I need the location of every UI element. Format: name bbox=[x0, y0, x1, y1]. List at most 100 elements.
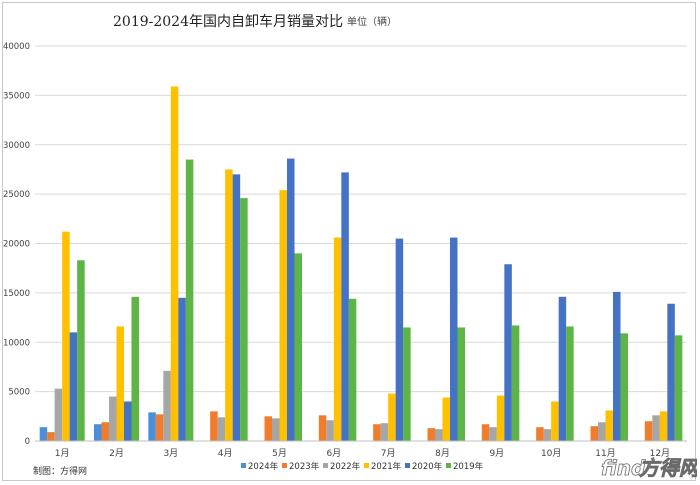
bar bbox=[348, 298, 357, 441]
bar bbox=[131, 296, 139, 441]
watermark-name: 方得网 bbox=[639, 456, 697, 480]
bar bbox=[287, 158, 295, 441]
legend-swatch bbox=[282, 463, 287, 468]
bar bbox=[109, 396, 117, 441]
bar bbox=[388, 393, 396, 441]
chart-unit-note: 单位（辆） bbox=[347, 15, 397, 28]
x-tick-label: 10月 bbox=[541, 448, 561, 459]
legend-label: 2023年 bbox=[289, 461, 320, 472]
watermark-find: find bbox=[601, 456, 646, 480]
bar bbox=[427, 428, 435, 441]
bar bbox=[217, 417, 226, 441]
bar bbox=[667, 303, 675, 441]
bar bbox=[496, 395, 505, 441]
bar bbox=[185, 159, 194, 441]
bar bbox=[450, 237, 458, 441]
bar bbox=[380, 423, 389, 441]
bar bbox=[69, 332, 78, 441]
bar bbox=[39, 427, 48, 441]
bar bbox=[264, 416, 272, 441]
chart-title: 2019-2024年国内自卸车月销量对比 bbox=[113, 13, 343, 30]
x-tick-label: 11月 bbox=[595, 448, 615, 459]
bar bbox=[511, 325, 520, 441]
y-tick-label: 20000 bbox=[3, 240, 30, 250]
y-tick-label: 25000 bbox=[3, 190, 30, 200]
legend-label: 2020年 bbox=[412, 461, 443, 472]
bar bbox=[294, 253, 302, 441]
bar bbox=[543, 429, 552, 441]
legend-swatch bbox=[241, 463, 246, 468]
legend-label: 2019年 bbox=[453, 461, 484, 472]
bar bbox=[272, 418, 280, 441]
x-tick-label: 8月 bbox=[435, 448, 450, 459]
x-tick-label: 9月 bbox=[489, 448, 504, 459]
bar bbox=[116, 326, 124, 441]
bar bbox=[318, 415, 327, 441]
y-tick-label: 10000 bbox=[3, 338, 30, 348]
bar bbox=[457, 327, 465, 441]
legend-label: 2024年 bbox=[248, 461, 279, 472]
bar bbox=[598, 422, 606, 441]
bar bbox=[178, 297, 186, 441]
y-tick-label: 35000 bbox=[3, 91, 30, 101]
bar bbox=[279, 190, 287, 441]
bar-chart: 2019-2024年国内自卸车月销量对比 单位（辆） 0 5000 10000 150… bbox=[3, 13, 697, 481]
x-tick-label: 2月 bbox=[109, 448, 124, 459]
bar bbox=[373, 424, 381, 441]
bar bbox=[326, 420, 334, 441]
x-tick-label: 5月 bbox=[272, 448, 287, 459]
bar bbox=[341, 172, 349, 441]
legend-swatch bbox=[364, 463, 369, 468]
bar bbox=[674, 335, 683, 441]
legend-label: 2021年 bbox=[371, 461, 402, 472]
legend-swatch bbox=[323, 463, 328, 468]
bar bbox=[232, 174, 241, 441]
bar bbox=[659, 411, 668, 441]
y-tick-label: 30000 bbox=[3, 141, 30, 151]
bar bbox=[551, 401, 559, 441]
bar bbox=[77, 260, 85, 441]
source-note: 制图：方得网 bbox=[33, 465, 87, 477]
watermark-logo: find 方得网 bbox=[601, 456, 697, 481]
y-tick-label: 5000 bbox=[8, 388, 30, 398]
x-tick-label: 1月 bbox=[55, 448, 70, 459]
bar bbox=[124, 401, 132, 441]
bar bbox=[644, 421, 653, 441]
bar bbox=[536, 427, 544, 441]
bar bbox=[590, 426, 598, 441]
bar bbox=[481, 424, 490, 441]
bar bbox=[170, 86, 179, 442]
bar bbox=[605, 410, 613, 441]
bar bbox=[558, 296, 567, 441]
bar bbox=[240, 198, 248, 441]
bar bbox=[333, 237, 342, 441]
bar bbox=[435, 429, 443, 441]
gridlines bbox=[35, 45, 687, 442]
bar bbox=[225, 169, 233, 441]
bar bbox=[613, 291, 621, 441]
bar bbox=[210, 411, 218, 441]
bar bbox=[54, 388, 63, 441]
y-tick-label: 0 bbox=[25, 437, 30, 447]
legend-swatch bbox=[405, 463, 410, 468]
y-tick-label: 40000 bbox=[3, 42, 30, 52]
bar bbox=[163, 370, 171, 441]
x-axis: 1月 2月 3月 4月 5月 6月 7月 8月 9月 10月 11月 12月 bbox=[35, 440, 687, 459]
y-axis: 0 5000 10000 15000 20000 25000 30000 35000 40000 bbox=[3, 42, 30, 447]
x-tick-label: 3月 bbox=[163, 448, 178, 459]
bar bbox=[504, 264, 512, 441]
x-tick-label: 12月 bbox=[650, 448, 670, 459]
bar bbox=[148, 412, 156, 441]
bar bbox=[566, 326, 574, 441]
legend-swatch bbox=[446, 463, 451, 468]
bar bbox=[620, 333, 628, 441]
bar bbox=[395, 238, 404, 441]
bar bbox=[403, 327, 411, 441]
x-tick-label: 6月 bbox=[326, 448, 341, 459]
x-tick-label: 4月 bbox=[218, 448, 233, 459]
legend-label: 2022年 bbox=[330, 461, 361, 472]
legend: 2024年 2023年 2022年 2021年 2020年 2019年 bbox=[241, 461, 484, 472]
bar bbox=[489, 427, 497, 441]
bar bbox=[62, 231, 70, 441]
